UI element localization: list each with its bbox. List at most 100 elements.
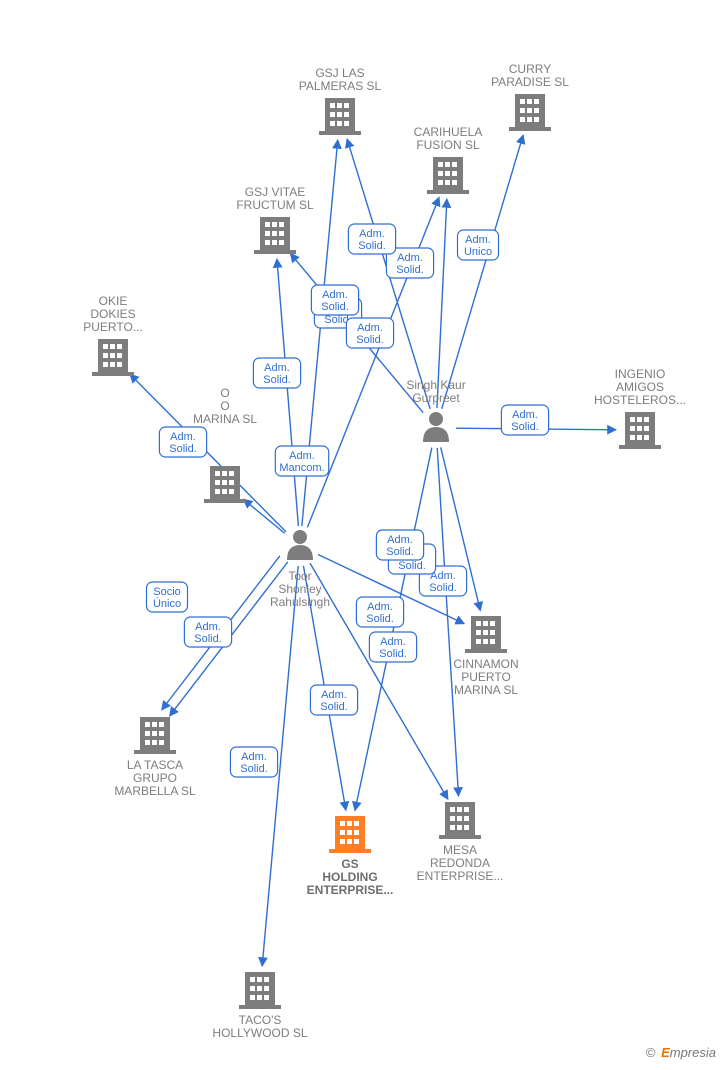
building-icon [239,972,281,1009]
building-icon [619,412,661,449]
node-label: Singh Kaur [406,378,465,392]
node-label: LA TASCA [127,758,183,772]
building-icon [465,616,507,653]
node-label: PUERTO [461,670,511,684]
building-icon [439,802,481,839]
edge-label-text: Solid. [194,633,222,645]
edge-label-text: Socio [153,586,181,598]
node-label: GS [341,857,358,871]
node-label: INGENIO [615,367,666,381]
edge-label-text: Adm. [264,362,290,374]
node-label: HOLLYWOOD SL [212,1026,307,1040]
edge-label-text: Solid. [396,264,424,276]
node-label: CINNAMON [453,657,518,671]
node-label: Shonley [278,582,321,596]
company-node-gs_holding[interactable]: GSHOLDINGENTERPRISE... [307,816,394,897]
node-label: TACO'S [239,1013,282,1027]
edge-line [277,259,298,526]
company-node-gsj_palmeras[interactable]: GSJ LASPALMERAS SL [299,66,382,135]
edge-label-text: Adm. [465,234,491,246]
edge-line [355,448,432,811]
edge-label-text: Adm. [512,409,538,421]
edge-label-text: Adm. [367,601,393,613]
node-label: CURRY [509,62,551,76]
edge-label-text: Solid. [169,443,197,455]
edge-label-text: Único [153,597,181,610]
company-node-cinnamon[interactable]: CINNAMONPUERTOMARINA SL [453,616,518,697]
company-node-curry[interactable]: CURRYPARADISE SL [491,62,569,131]
node-label: OKIE [99,294,128,308]
building-icon [319,98,361,135]
edge-label-text: Solid. [379,648,407,660]
node-label: PUERTO... [83,320,143,334]
edge-label-text: Adm. [321,689,347,701]
person-icon [287,530,313,560]
footer: © Empresia [646,1045,716,1060]
person-node-toor[interactable]: ToorShonleyRahulsingh [270,530,330,609]
edge-line [437,199,447,408]
edge-label-text: Adm. [387,534,413,546]
company-node-la_tasca[interactable]: LA TASCAGRUPOMARBELLA SL [114,717,196,798]
node-label: MESA [443,843,477,857]
company-node-carihuela[interactable]: CARIHUELAFUSION SL [414,125,483,194]
edge-label-text: Solid. [356,334,384,346]
node-label: FRUCTUM SL [236,198,314,212]
edge-label-text: Solid. [429,582,457,594]
edge-line [243,499,284,533]
edge-label-text: Adm. [170,431,196,443]
edge-line [437,448,458,796]
edge-label-text: Solid. [366,613,394,625]
node-label: FUSION SL [416,138,480,152]
node-label: Toor [288,569,311,583]
edge-label-text: Solid. [386,546,414,558]
company-node-ingenio[interactable]: INGENIOAMIGOSHOSTELEROS... [594,367,686,449]
edge-label-text: Solid. [358,240,386,252]
building-icon [509,94,551,131]
brand-name: Empresia [661,1045,716,1060]
copyright-symbol: © [646,1045,656,1060]
edge-label-text: Solid. [320,701,348,713]
company-node-tacos[interactable]: TACO'SHOLLYWOOD SL [212,972,307,1040]
node-label: PALMERAS SL [299,79,382,93]
edge-label-text: Solid. [511,421,539,433]
node-label: HOSTELEROS... [594,393,686,407]
node-label: PARADISE SL [491,75,569,89]
node-label: Rahulsingh [270,595,330,609]
edge-label-text: Adm. [195,621,221,633]
company-node-mesa[interactable]: MESAREDONDAENTERPRISE... [417,802,504,883]
building-icon [204,466,246,503]
node-label: AMIGOS [616,380,664,394]
node-label: REDONDA [430,856,490,870]
edge-label-text: Adm. [241,751,267,763]
node-label: O [220,399,229,413]
edge-label-text: Adm. [397,252,423,264]
edge-label-text: Mancom. [279,462,324,474]
edge-label-text: Adm. [322,289,348,301]
edge-label-text: Solid. [240,763,268,775]
edge-label-text: Solid. [398,560,426,572]
edge-label-text: Solid. [321,301,349,313]
node-label: Gurpreet [412,391,460,405]
node-label: MARINA SL [193,412,257,426]
person-node-singh[interactable]: Singh KaurGurpreet [406,378,465,442]
node-label: DOKIES [90,307,135,321]
building-icon [427,157,469,194]
edge-label-text: Solid. [263,374,291,386]
node-label: MARBELLA SL [114,784,196,798]
edge-label-text: Unico [464,246,492,258]
building-icon [134,717,176,754]
node-label: ENTERPRISE... [417,869,504,883]
person-icon [423,412,449,442]
node-label: GRUPO [133,771,177,785]
node-label: MARINA SL [454,683,518,697]
node-label: ENTERPRISE... [307,883,394,897]
node-label: GSJ LAS [315,66,364,80]
building-icon [329,816,371,853]
node-label: O [220,386,229,400]
building-icon [92,339,134,376]
edge-label-text: Adm. [359,228,385,240]
edge-label-text: Adm. [380,636,406,648]
company-node-gsj_vitae[interactable]: GSJ VITAEFRUCTUM SL [236,185,314,254]
node-label: CARIHUELA [414,125,483,139]
company-node-okie[interactable]: OKIEDOKIESPUERTO... [83,294,143,376]
